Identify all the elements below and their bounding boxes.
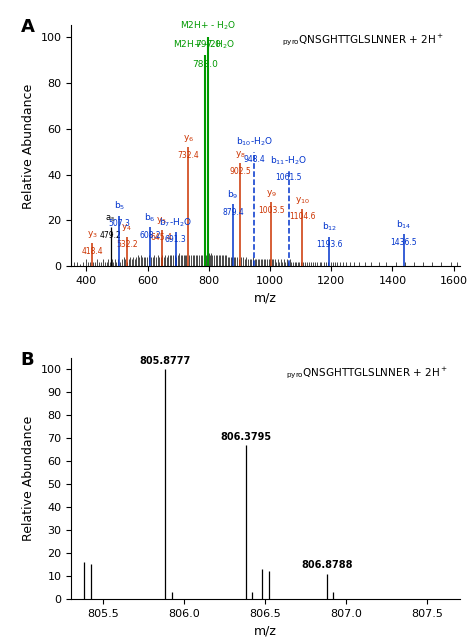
- Text: b$_9$: b$_9$: [228, 189, 239, 201]
- Text: 788.0: 788.0: [192, 60, 218, 69]
- Text: 418.4: 418.4: [81, 247, 103, 256]
- Text: 1104.6: 1104.6: [289, 213, 315, 222]
- Text: 1436.5: 1436.5: [390, 238, 417, 247]
- Text: b$_6$: b$_6$: [145, 211, 156, 224]
- Text: 902.5: 902.5: [229, 166, 251, 176]
- Text: 608.2: 608.2: [139, 231, 161, 240]
- Text: 732.4: 732.4: [177, 150, 199, 159]
- Text: 691.3: 691.3: [164, 236, 186, 245]
- Text: b$_7$-H$_2$O: b$_7$-H$_2$O: [159, 216, 192, 229]
- Text: 532.2: 532.2: [116, 240, 137, 249]
- Text: y$_3$: y$_3$: [87, 229, 98, 240]
- Text: b$_{11}$-H$_2$O: b$_{11}$-H$_2$O: [270, 154, 307, 166]
- Text: y$_4$: y$_4$: [121, 222, 132, 233]
- Text: 806.3795: 806.3795: [220, 432, 272, 441]
- Text: 805.8777: 805.8777: [139, 356, 190, 366]
- Text: b$_5$: b$_5$: [114, 200, 125, 213]
- Text: b$_{14}$: b$_{14}$: [396, 218, 411, 231]
- Text: 645.4: 645.4: [151, 233, 173, 242]
- Text: y$_8$: y$_8$: [235, 148, 246, 160]
- Text: A: A: [20, 18, 35, 36]
- Text: B: B: [20, 351, 34, 369]
- Text: 1061.5: 1061.5: [275, 173, 302, 182]
- Text: y$_5$: y$_5$: [156, 215, 167, 226]
- Text: b$_{10}$-H$_2$O: b$_{10}$-H$_2$O: [236, 136, 273, 148]
- Text: 797.0: 797.0: [195, 40, 221, 50]
- Text: b$_{12}$: b$_{12}$: [322, 220, 337, 233]
- Text: 479.2: 479.2: [100, 231, 121, 240]
- Text: 507.3: 507.3: [108, 219, 130, 228]
- Text: y$_9$: y$_9$: [265, 188, 277, 199]
- Text: 948.4: 948.4: [243, 155, 265, 164]
- Text: M2H+ - H$_2$O: M2H+ - H$_2$O: [180, 20, 236, 32]
- Text: M2H+ - 2H$_2$O: M2H+ - 2H$_2$O: [173, 38, 235, 51]
- Text: $_{\rm pyro}$QNSGHTTGLSLNNER + 2H$^+$: $_{\rm pyro}$QNSGHTTGLSLNNER + 2H$^+$: [286, 365, 448, 381]
- Text: 1193.6: 1193.6: [316, 240, 343, 249]
- Text: $_{\rm pyro}$QNSGHTTGLSLNNER + 2H$^+$: $_{\rm pyro}$QNSGHTTGLSLNNER + 2H$^+$: [283, 32, 444, 48]
- Text: 879.4: 879.4: [222, 208, 244, 217]
- Y-axis label: Relative Abundance: Relative Abundance: [22, 416, 35, 541]
- X-axis label: m/z: m/z: [254, 292, 277, 304]
- Text: a$_5$: a$_5$: [105, 213, 116, 224]
- Text: y$_{10}$: y$_{10}$: [294, 194, 310, 206]
- Y-axis label: Relative Abundance: Relative Abundance: [22, 83, 35, 208]
- Text: 806.8788: 806.8788: [301, 560, 353, 570]
- Text: 1003.5: 1003.5: [258, 206, 284, 215]
- Text: y$_6$: y$_6$: [182, 132, 194, 143]
- X-axis label: m/z: m/z: [254, 624, 277, 637]
